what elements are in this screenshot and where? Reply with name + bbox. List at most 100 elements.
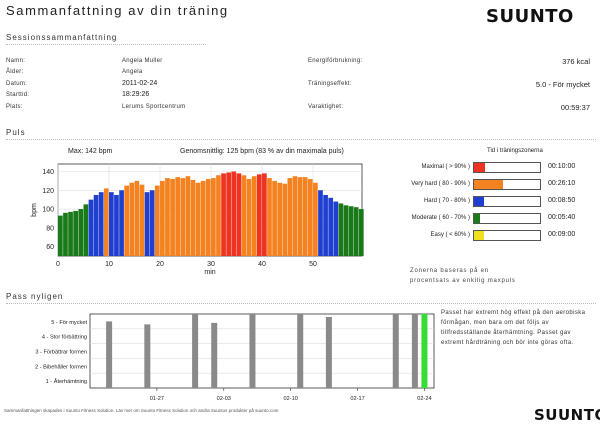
hr-x-axis-label: min: [204, 269, 215, 276]
hr-bar: [190, 179, 196, 256]
hr-bar: [338, 203, 344, 256]
hr-bar: [114, 194, 119, 256]
date-value: 2011-02-24: [122, 80, 158, 87]
hr-x-tick-label: 20: [156, 261, 164, 268]
footer-suunto-logo: SUUNTO: [534, 406, 600, 424]
rs-y-tick-label: 1 - Återhämtning: [46, 378, 87, 385]
zones-panel: Maximal ( > 90% ) 00:10:00 Very hard ( 80 …: [400, 162, 596, 248]
hr-bar: [78, 209, 84, 256]
hr-axis: 60 80 100 120 140 0 10 20 30 40 50 min bpm: [31, 169, 317, 276]
start-time-value: 18:29:26: [122, 91, 150, 98]
hr-bar: [358, 209, 364, 256]
rs-bar: [211, 322, 218, 388]
hr-bar: [103, 188, 109, 256]
rs-x-tick-label: 02-24: [417, 396, 431, 400]
hr-bar: [58, 215, 63, 256]
energy-label: Energiförbrukning:: [308, 58, 363, 64]
name-value: Angela Muller: [122, 58, 163, 64]
training-effect-value: 5.0 - För mycket: [535, 80, 590, 89]
hr-bar: [333, 201, 339, 256]
age-label: Ålder:: [6, 69, 24, 75]
hr-bar: [313, 182, 318, 256]
hr-bar: [348, 206, 354, 256]
name-label: Namn:: [6, 58, 26, 64]
zone-time: 00:05:40: [548, 214, 576, 221]
rs-axis: 5 - För mycket 4 - Stor förbättring 3 - Fö…: [35, 320, 432, 400]
zone-label: Hard ( 70 - 80% ): [423, 198, 470, 204]
hr-bar: [200, 180, 206, 256]
hr-bar: [93, 194, 99, 256]
zone-time: 00:08:50: [548, 197, 576, 204]
hr-bar: [175, 177, 181, 256]
hr-bar: [302, 177, 308, 256]
hr-bar: [246, 179, 252, 256]
zone-bar: [473, 162, 541, 173]
zone-time: 00:09:00: [548, 231, 576, 238]
hr-y-axis-label: bpm: [31, 203, 38, 217]
rs-bar: [421, 314, 428, 388]
rs-y-tick-label: 5 - För mycket: [51, 320, 87, 326]
zone-bar-fill: [474, 180, 504, 189]
hr-x-tick-label: 40: [258, 261, 266, 268]
hr-x-tick-label: 10: [105, 261, 113, 268]
rs-bar: [411, 314, 418, 388]
zone-label: Moderate ( 60 - 70% ): [411, 215, 470, 221]
hr-bar: [323, 194, 328, 256]
hr-bar: [149, 190, 155, 256]
hr-y-tick-label: 120: [42, 188, 54, 195]
hr-bar: [73, 210, 79, 256]
rs-bar: [249, 314, 256, 388]
recent-description: Passet har extremt hög effekt på den aer…: [441, 310, 586, 346]
hr-bar: [154, 185, 160, 256]
hr-bar: [98, 192, 104, 256]
rs-bar: [192, 314, 199, 388]
hr-y-tick-label: 100: [42, 207, 54, 214]
hr-bar: [256, 174, 262, 256]
hr-bar: [287, 178, 293, 256]
hr-bar: [83, 204, 89, 256]
rs-bar: [106, 321, 113, 388]
zones-note: Zonerna baseras på en procentsats av enk…: [410, 268, 516, 284]
hr-bar: [292, 176, 298, 256]
pulse-max: Max: 142 bpm: [68, 148, 113, 155]
hr-bar: [272, 180, 277, 256]
recent-divider: [6, 303, 596, 304]
hr-x-tick-label: 30: [207, 261, 215, 268]
zone-time: 00:26:10: [548, 180, 576, 187]
hr-bar: [134, 180, 140, 256]
hr-y-tick-label: 60: [46, 244, 54, 251]
training-effect-label: Träningseffekt:: [308, 81, 352, 87]
hr-y-tick-label: 140: [42, 169, 54, 176]
session-section-title: Sessionssammanfattning: [6, 33, 118, 42]
hr-bar: [282, 183, 288, 256]
hr-bar: [211, 178, 216, 256]
hr-x-tick-label: 0: [56, 261, 60, 268]
age-value: Angela: [122, 69, 143, 75]
hr-bar: [144, 192, 150, 256]
zones-title: Tid i träningszonerna: [487, 148, 543, 154]
hr-bar: [226, 172, 232, 256]
location-label: Plats:: [6, 104, 23, 110]
zone-bar-fill: [474, 214, 481, 223]
hr-bar: [262, 173, 267, 256]
page-title: Sammanfattning av din träning: [6, 3, 229, 18]
rs-y-tick-label: 3 - Förbättrar formen: [35, 350, 87, 356]
hr-bar: [63, 212, 68, 256]
pulse-divider: [6, 139, 596, 140]
hr-bar: [277, 182, 283, 256]
footer-text: Sammanfattningen skapades i Suunto Fitne…: [4, 408, 279, 413]
rs-bar: [325, 316, 332, 388]
hr-bar: [236, 173, 242, 256]
rs-x-tick-label: 01-27: [150, 396, 164, 400]
hr-bar: [129, 182, 135, 256]
hr-bar: [216, 175, 221, 256]
hr-bar: [267, 178, 272, 256]
hr-bar: [139, 184, 145, 256]
zone-bar: [473, 213, 541, 224]
energy-value: 376 kcal: [562, 57, 590, 66]
hr-bar: [180, 178, 186, 256]
zone-bar-fill: [474, 197, 484, 206]
rs-x-tick-label: 02-10: [284, 396, 298, 400]
hr-y-tick-label: 80: [46, 225, 54, 232]
hr-bar: [343, 205, 349, 256]
